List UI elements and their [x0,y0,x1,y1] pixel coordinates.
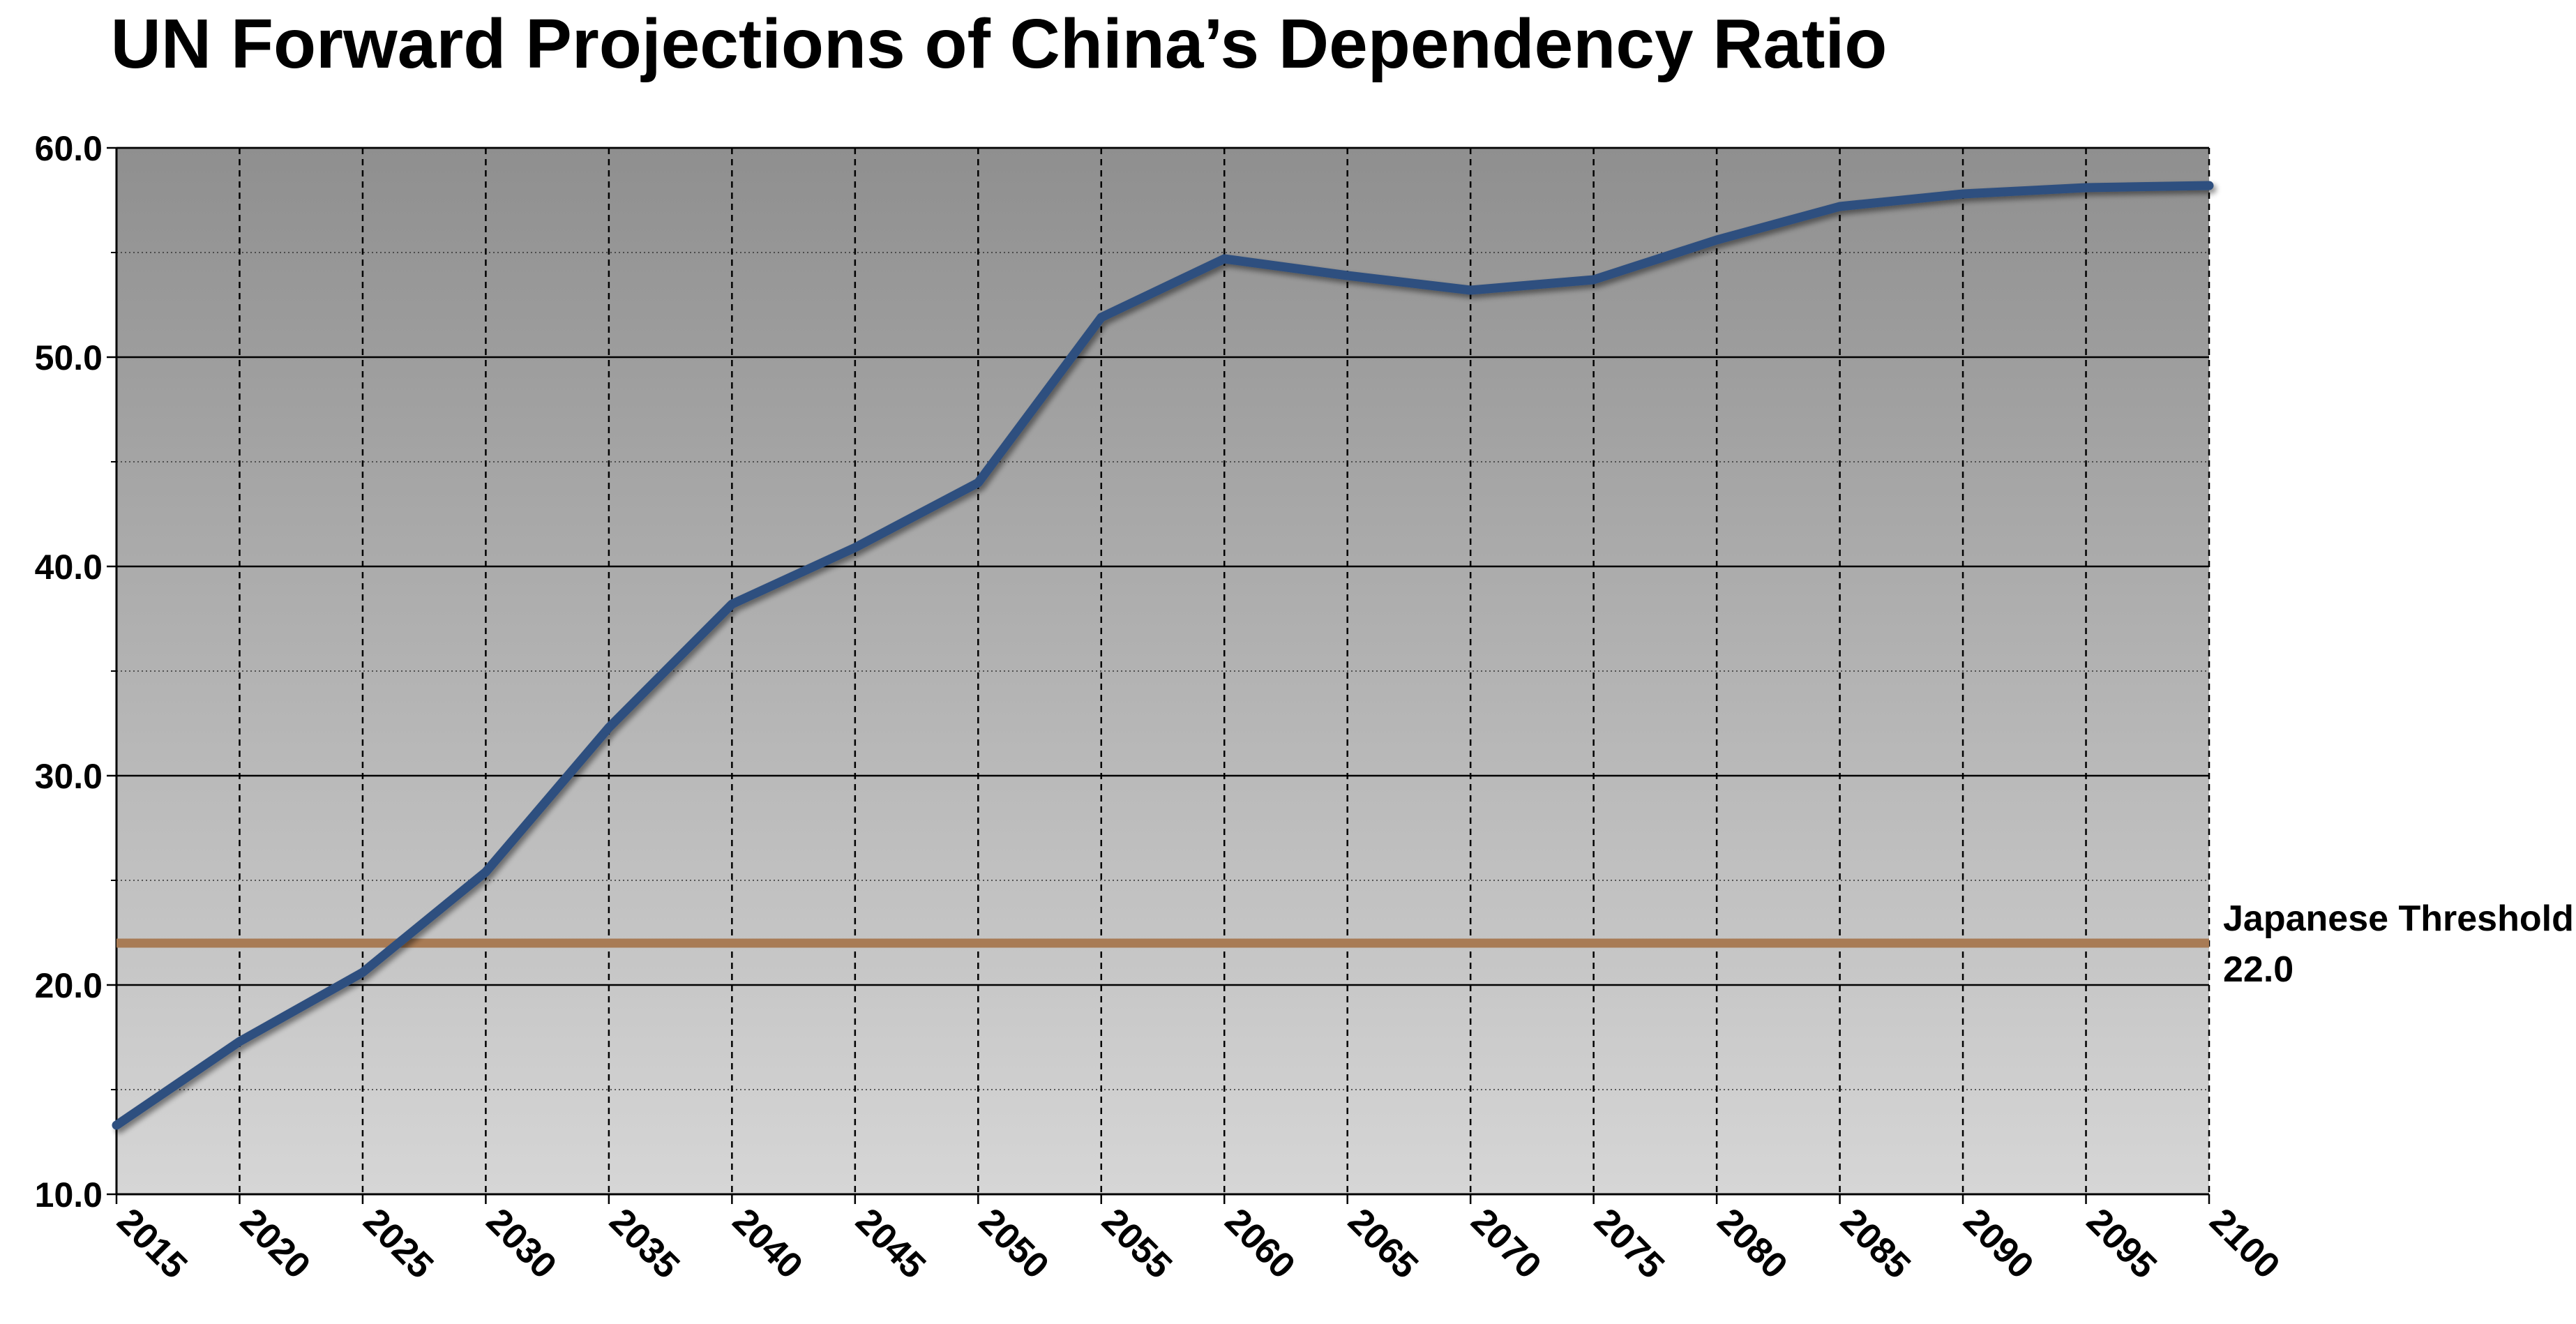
x-tick-label: 2075 [1586,1201,1672,1286]
y-tick-label: 30.0 [35,757,103,796]
x-tick-label: 2090 [1956,1201,2042,1286]
y-tick-label: 20.0 [35,966,103,1005]
x-tick-label: 2020 [232,1201,318,1286]
x-tick-label: 2100 [2202,1201,2288,1286]
threshold-label: Japanese Threshold [2223,898,2574,939]
x-tick-label: 2050 [971,1201,1057,1286]
x-tick-label: 2060 [1217,1201,1303,1286]
x-tick-label: 2065 [1340,1201,1426,1286]
x-tick-label: 2035 [601,1201,687,1286]
x-tick-label: 2045 [848,1201,933,1286]
japanese-threshold: Japanese Threshold 22.0 [116,898,2574,990]
y-tick-label: 10.0 [35,1175,103,1214]
series-dependency-ratio [112,181,2214,1130]
x-tick-label: 2025 [355,1201,441,1286]
threshold-value-label: 22.0 [2223,949,2293,990]
x-tick-label: 2030 [479,1201,564,1286]
x-tick-label: 2085 [1832,1201,1918,1286]
chart-title: UN Forward Projections of China’s Depend… [111,5,1888,83]
x-tick-label: 2040 [725,1201,811,1286]
x-tick-label: 2055 [1094,1201,1180,1286]
y-tick-label: 60.0 [35,129,103,168]
x-tick-label: 2015 [110,1201,195,1286]
x-tick-label: 2080 [1710,1201,1795,1286]
x-tick-label: 2070 [1463,1201,1549,1286]
x-tick-label: 2095 [2079,1201,2164,1286]
series-line [112,181,2214,1130]
y-tick-label: 40.0 [35,548,103,587]
y-tick-label: 50.0 [35,338,103,377]
grid-lines [107,146,2210,1204]
